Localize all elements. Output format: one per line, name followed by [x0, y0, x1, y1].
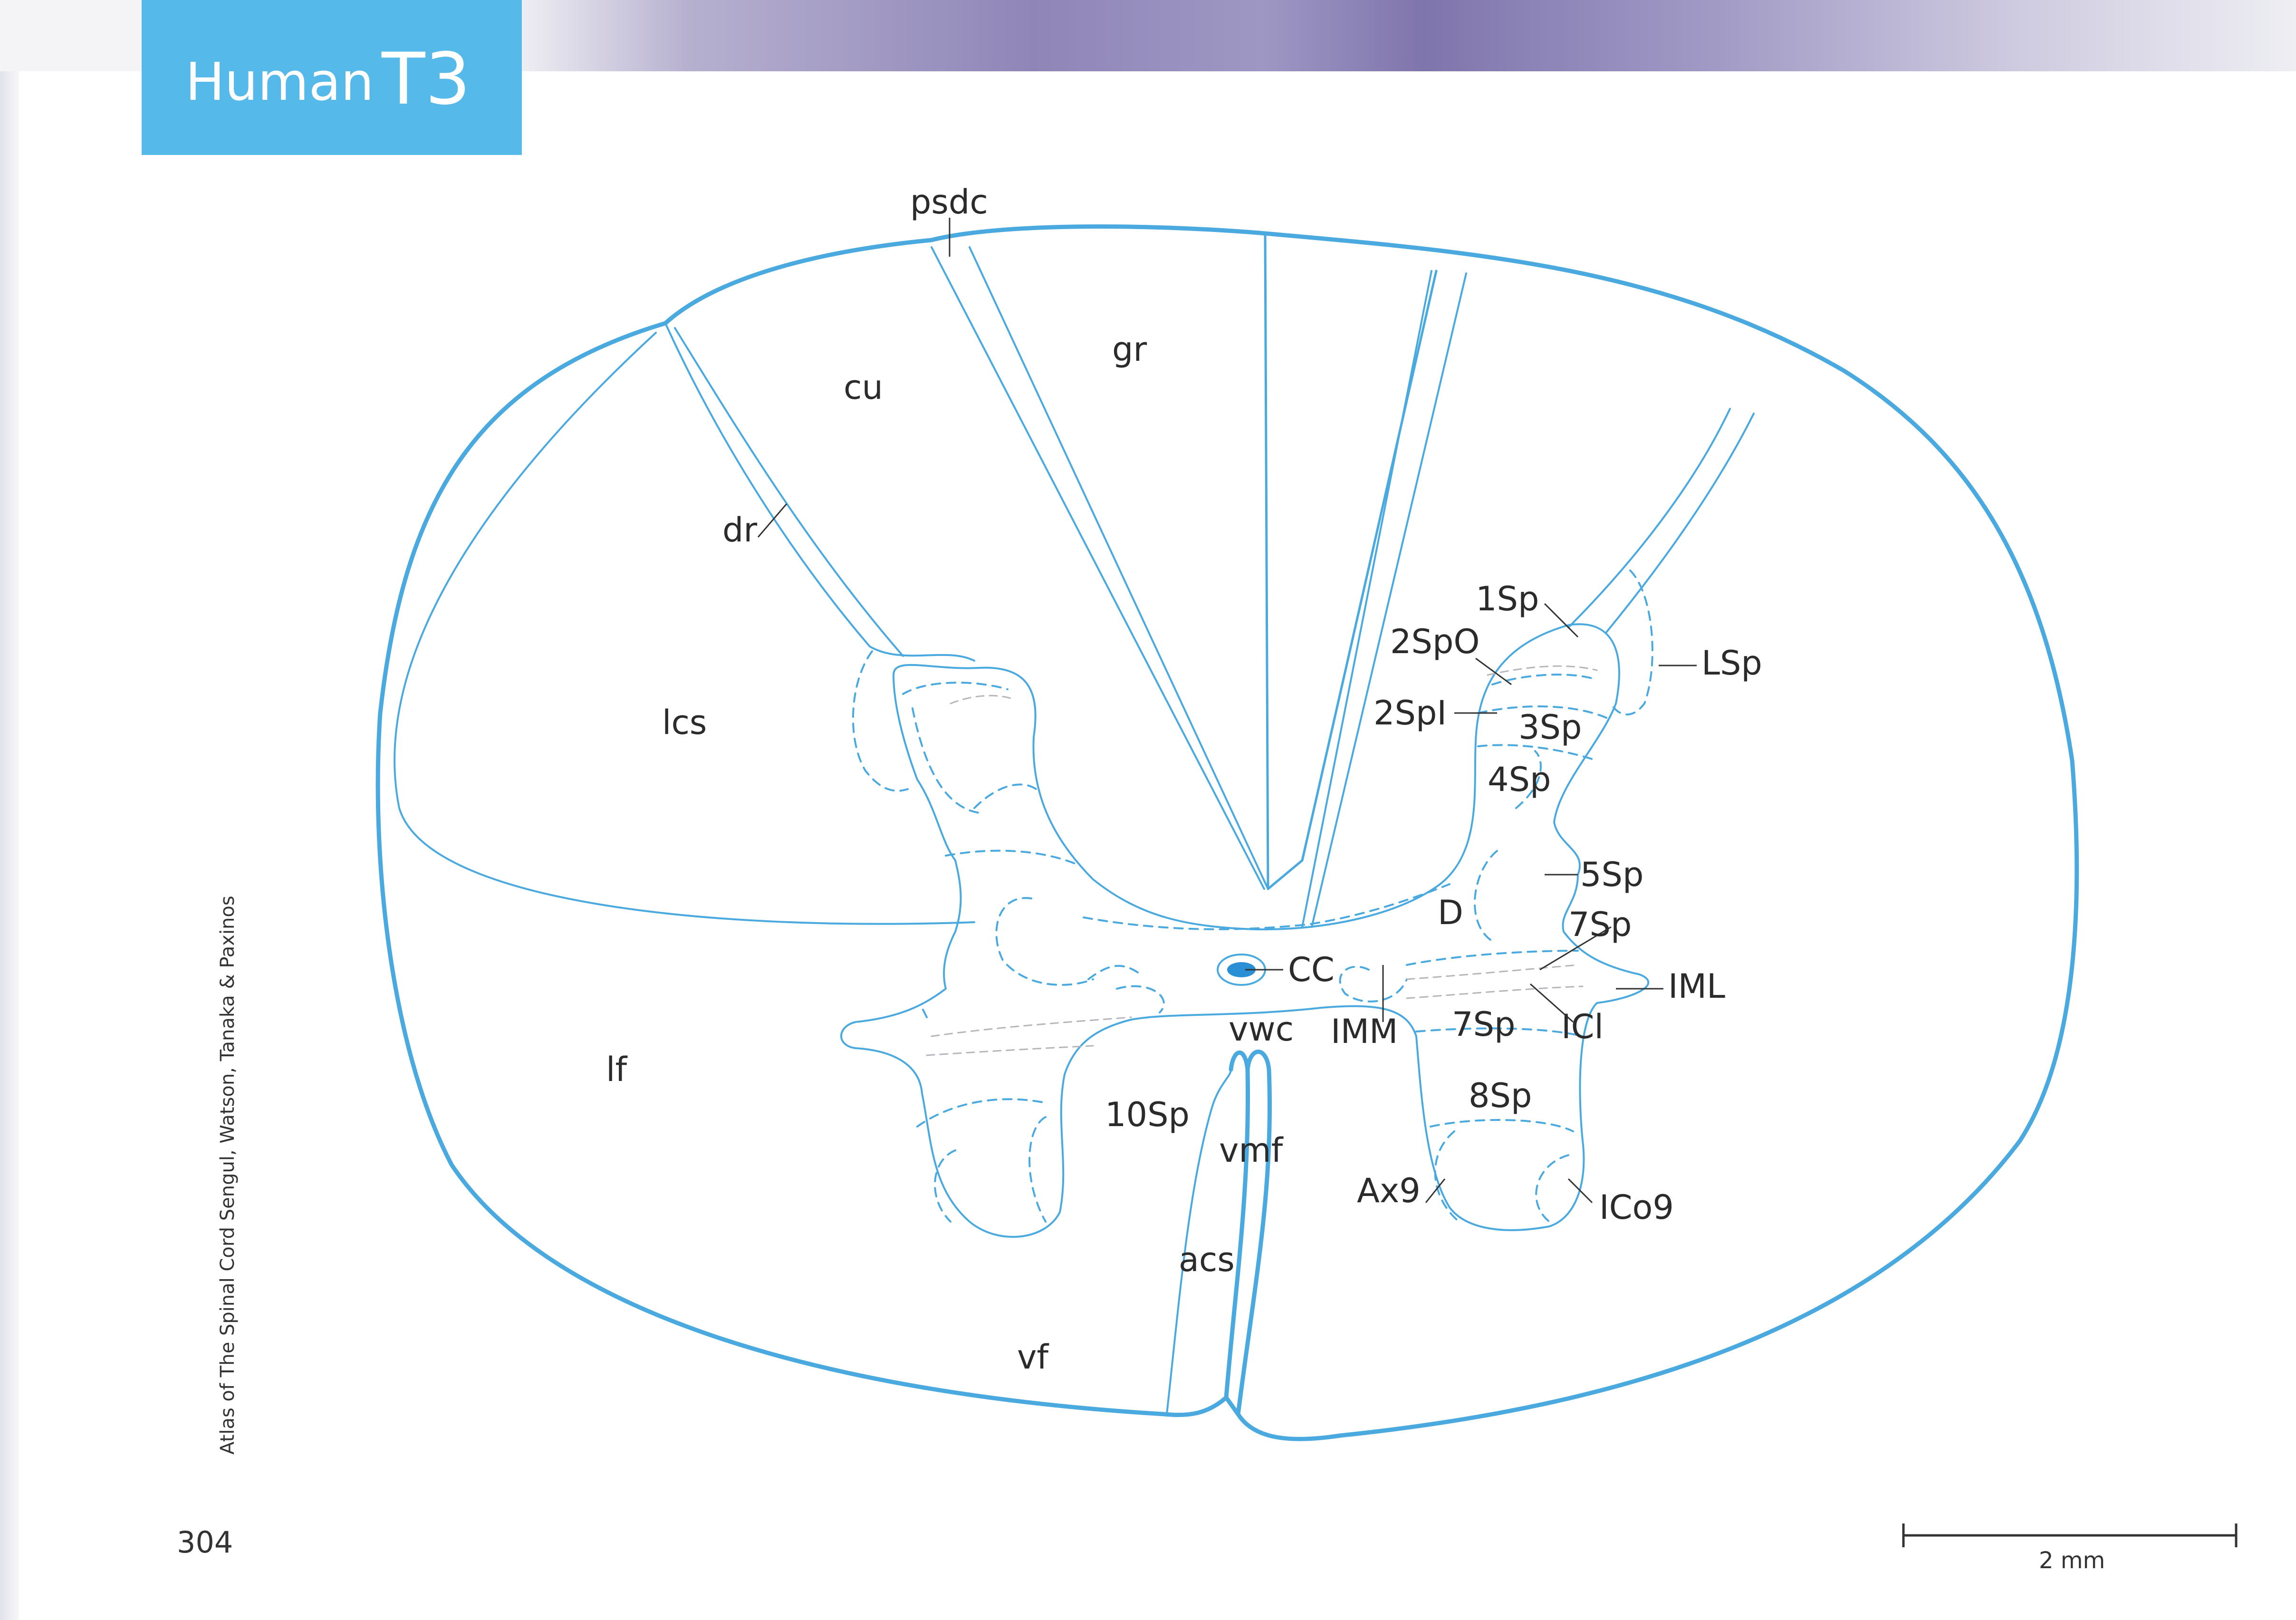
- label-1sp: 1Sp: [1476, 579, 1539, 618]
- page-number: 304: [177, 1525, 233, 1560]
- species-title: Human: [185, 51, 374, 112]
- label-imm: IMM: [1331, 1012, 1398, 1051]
- label-vmf: vmf: [1219, 1131, 1283, 1170]
- label-lsp: LSp: [1701, 644, 1762, 683]
- label-8sp: 8Sp: [1469, 1076, 1532, 1115]
- label-lcs: lcs: [662, 703, 707, 742]
- label-gr: gr: [1112, 330, 1147, 369]
- label-5sp: 5Sp: [1580, 855, 1644, 894]
- scale-bar: [1902, 1524, 2238, 1547]
- label-7sp-ventral: 7Sp: [1452, 1005, 1516, 1044]
- label-cu: cu: [844, 368, 883, 407]
- acs-boundary: [1166, 1069, 1232, 1415]
- central-canal: [1227, 962, 1256, 977]
- label-vwc: vwc: [1229, 1010, 1294, 1049]
- label-acs: acs: [1179, 1240, 1235, 1279]
- label-iml: IML: [1668, 967, 1726, 1006]
- label-lf: lf: [606, 1050, 627, 1089]
- label-vf: vf: [1017, 1338, 1049, 1377]
- title-box: Human T3: [142, 0, 522, 155]
- label-d: D: [1438, 893, 1463, 932]
- scale-bar-label: 2 mm: [2039, 1547, 2105, 1574]
- label-ico9: ICo9: [1599, 1188, 1674, 1227]
- dorsal-median-septum: [1264, 234, 1438, 890]
- label-dr: dr: [722, 511, 758, 550]
- label-cc: CC: [1288, 950, 1335, 989]
- label-icl: ICl: [1561, 1007, 1604, 1046]
- label-10sp: 10Sp: [1105, 1095, 1190, 1134]
- ventral-median-fissure: [1224, 1050, 1250, 1400]
- label-psdc: psdc: [910, 183, 988, 222]
- label-4sp: 4Sp: [1488, 760, 1551, 799]
- lcs-boundary: [394, 332, 975, 925]
- label-2spo: 2SpO: [1390, 622, 1480, 661]
- label-2spi: 2SpI: [1374, 694, 1447, 733]
- cord-outline: [375, 224, 2079, 1441]
- ventral-median-fissure-right: [1236, 1050, 1272, 1417]
- page-gutter: [0, 71, 19, 1620]
- label-3sp: 3Sp: [1518, 708, 1582, 747]
- atlas-credit: Atlas of The Spinal Cord Sengul, Watson,…: [217, 896, 239, 1455]
- level-title: T3: [382, 38, 471, 121]
- label-7sp-dorsal: 7Sp: [1568, 905, 1632, 944]
- label-ax9: Ax9: [1357, 1171, 1421, 1210]
- gray-matter-outline: [840, 623, 1650, 1238]
- left-dorsal-root: [664, 322, 975, 662]
